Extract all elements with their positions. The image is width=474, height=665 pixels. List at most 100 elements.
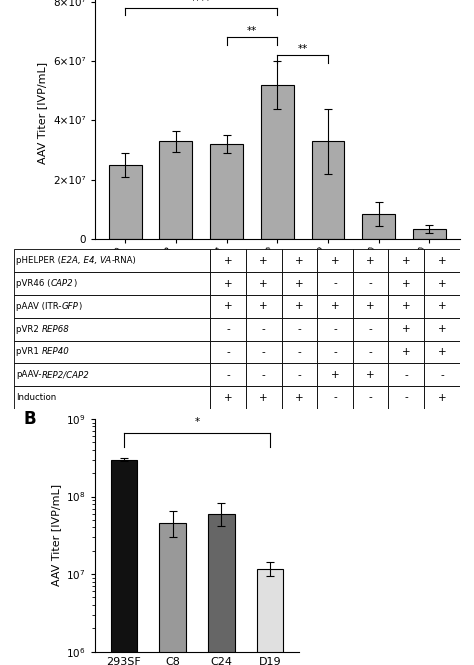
Text: +: + <box>402 347 410 357</box>
Bar <box>210 144 243 239</box>
Text: +: + <box>331 256 339 266</box>
Bar <box>210 340 246 363</box>
Bar <box>311 141 345 239</box>
Bar <box>210 249 246 272</box>
Text: -: - <box>369 347 373 357</box>
Bar <box>246 295 282 318</box>
Text: +: + <box>331 370 339 380</box>
Text: +: + <box>402 256 410 266</box>
Text: -: - <box>369 324 373 334</box>
Bar <box>109 165 142 239</box>
Text: -: - <box>333 392 337 402</box>
Bar <box>389 363 424 386</box>
Bar <box>210 386 246 409</box>
Bar <box>246 386 282 409</box>
Text: +: + <box>259 392 268 402</box>
Text: ): ) <box>73 279 77 288</box>
Text: CAP2: CAP2 <box>51 279 73 288</box>
Bar <box>282 249 317 272</box>
Text: +: + <box>402 279 410 289</box>
Bar <box>14 340 210 363</box>
Text: pAAV (ITR-: pAAV (ITR- <box>17 302 62 311</box>
Text: -: - <box>262 347 265 357</box>
Text: +: + <box>224 392 232 402</box>
Text: pAAV-: pAAV- <box>17 370 42 379</box>
Bar <box>159 141 192 239</box>
Text: +: + <box>402 301 410 311</box>
Text: pHELPER (: pHELPER ( <box>17 256 62 265</box>
Text: -: - <box>404 370 408 380</box>
Text: +: + <box>295 256 304 266</box>
Text: -: - <box>298 370 301 380</box>
Bar <box>424 295 460 318</box>
Bar <box>246 249 282 272</box>
Bar <box>424 386 460 409</box>
Text: *: * <box>194 418 200 428</box>
Bar <box>210 318 246 340</box>
Text: ): ) <box>79 302 82 311</box>
Bar <box>14 295 210 318</box>
Text: +: + <box>366 256 375 266</box>
Bar <box>317 295 353 318</box>
Bar <box>282 363 317 386</box>
Bar <box>353 249 389 272</box>
Text: +: + <box>366 301 375 311</box>
Text: -: - <box>298 347 301 357</box>
Text: pVR1: pVR1 <box>17 348 42 356</box>
Text: -: - <box>440 370 444 380</box>
Bar <box>14 249 210 272</box>
Text: **: ** <box>298 44 308 54</box>
Bar <box>14 272 210 295</box>
Text: +: + <box>295 392 304 402</box>
Text: -: - <box>226 370 230 380</box>
Bar <box>424 249 460 272</box>
Bar <box>317 340 353 363</box>
Y-axis label: AAV Titer [IVP/mL]: AAV Titer [IVP/mL] <box>37 62 47 164</box>
Bar <box>389 272 424 295</box>
Text: -: - <box>333 347 337 357</box>
Text: -: - <box>404 392 408 402</box>
Text: +: + <box>224 279 232 289</box>
Text: E2A, E4, VA: E2A, E4, VA <box>62 256 111 265</box>
Text: -: - <box>333 324 337 334</box>
Text: +: + <box>438 301 446 311</box>
Bar <box>389 340 424 363</box>
Text: +: + <box>438 256 446 266</box>
Text: +: + <box>438 347 446 357</box>
Bar <box>389 295 424 318</box>
Bar <box>317 249 353 272</box>
Text: Induction: Induction <box>17 393 57 402</box>
Bar <box>424 340 460 363</box>
Y-axis label: AAV Titer [IVP/mL]: AAV Titer [IVP/mL] <box>51 484 61 587</box>
Text: pVR2: pVR2 <box>17 325 42 334</box>
Bar <box>246 318 282 340</box>
Text: -: - <box>262 370 265 380</box>
Bar <box>282 386 317 409</box>
Bar <box>353 318 389 340</box>
Bar <box>159 523 186 665</box>
Bar <box>413 229 446 239</box>
Text: -: - <box>333 279 337 289</box>
Text: -: - <box>298 324 301 334</box>
Bar <box>282 340 317 363</box>
Bar <box>256 569 283 665</box>
Bar <box>317 272 353 295</box>
Text: +: + <box>366 370 375 380</box>
Bar <box>353 363 389 386</box>
Text: +: + <box>295 301 304 311</box>
Bar <box>246 340 282 363</box>
Text: +: + <box>224 256 232 266</box>
Bar <box>353 272 389 295</box>
Text: +: + <box>224 301 232 311</box>
Text: -: - <box>226 347 230 357</box>
Bar <box>282 318 317 340</box>
Bar <box>424 363 460 386</box>
Text: REP40: REP40 <box>42 348 70 356</box>
Text: -RNA): -RNA) <box>111 256 137 265</box>
Text: -: - <box>226 324 230 334</box>
Text: +: + <box>295 279 304 289</box>
Text: +: + <box>259 279 268 289</box>
Text: pVR46 (: pVR46 ( <box>17 279 51 288</box>
Bar <box>389 318 424 340</box>
Text: B: B <box>23 410 36 428</box>
